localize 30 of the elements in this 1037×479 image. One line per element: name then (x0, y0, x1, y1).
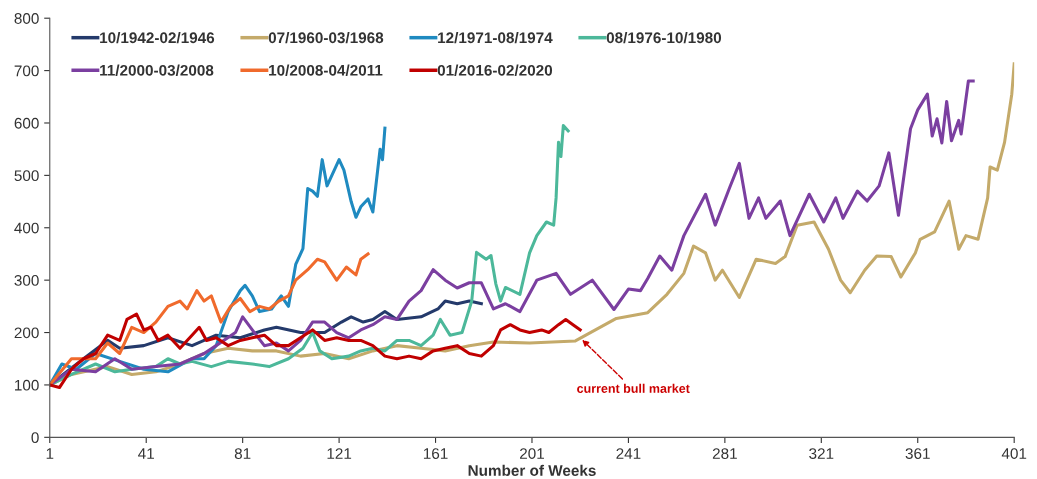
legend-label: 01/2016-02/2020 (437, 64, 553, 76)
x-tick-label: 361 (905, 448, 930, 459)
line-series (49, 252, 370, 387)
x-tick-label: 161 (423, 448, 448, 459)
legend-label: 11/2000-03/2008 (100, 64, 214, 76)
y-tick-label: 300 (14, 275, 39, 286)
y-tick-label: 400 (14, 222, 39, 234)
x-tick-label: 121 (327, 448, 352, 459)
legend-label: 10/1942-02/1946 (100, 31, 215, 44)
y-tick-label: 800 (14, 13, 39, 24)
annotation: current bull market (577, 383, 690, 393)
y-tick-label: 200 (14, 327, 39, 339)
legend-label: 10/2008-04/2011 (269, 64, 383, 76)
x-tick-label: 41 (138, 448, 154, 459)
x-tick-label: 281 (712, 448, 737, 459)
y-tick-label: 500 (14, 170, 39, 182)
x-tick-label: 81 (234, 448, 251, 459)
y-tick-label: 100 (15, 379, 39, 391)
legend-label: 12/1971-08/1974 (438, 31, 553, 44)
legend-label: 08/1976-10/1980 (606, 31, 722, 44)
x-tick-label: 321 (809, 448, 834, 459)
y-tick-label: 700 (14, 65, 39, 77)
legend-label: 07/1960-03/1968 (268, 31, 384, 44)
x-tick-label: 241 (616, 448, 641, 459)
x-axis-title: Number of Weeks (468, 464, 596, 476)
x-tick-label: 201 (520, 448, 544, 459)
y-tick-label: 600 (14, 117, 39, 129)
y-tick-label: 0 (31, 432, 39, 444)
x-tick-label: 401 (1001, 448, 1027, 459)
x-tick-label: 1 (46, 448, 54, 459)
